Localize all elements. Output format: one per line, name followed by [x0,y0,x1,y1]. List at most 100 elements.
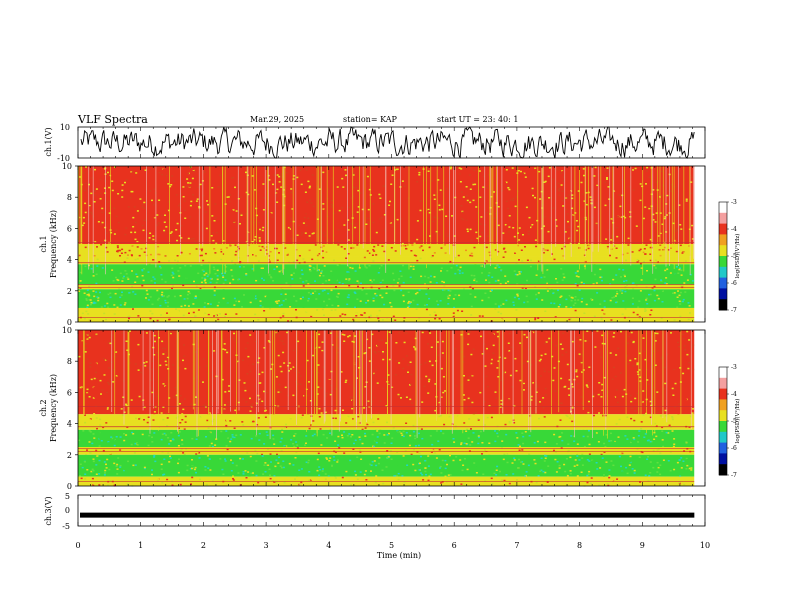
spec-pixel [365,193,368,195]
spec-pixel [108,175,111,177]
spec-pixel [275,247,278,250]
spec-pixel [350,223,353,225]
spec-pixel [314,170,316,172]
spec-streak [574,166,576,253]
spec-pixel [383,229,386,231]
spec-pixel [143,363,146,366]
spec-pixel [194,347,197,350]
spec-pixel [551,253,553,255]
spec-pixel [520,318,523,320]
spec-pixel [290,217,293,220]
spec-pixel [407,371,409,373]
spec-pixel [326,394,329,396]
spec-pixel [214,186,217,188]
spec-pixel [399,409,402,412]
spec-pixel [119,296,122,299]
spec-pixel [527,230,530,233]
spec-pixel [423,385,426,388]
spec-pixel [604,228,607,231]
spec-pixel [634,400,636,403]
spec-pixel [542,347,544,349]
spec-pixel [305,280,308,282]
spec-pixel [542,309,545,312]
spec-pixel [264,409,267,412]
spec-pixel [268,274,271,276]
spec-pixel [440,382,442,385]
spec-streak [501,166,503,245]
spec-pixel [251,175,254,177]
spec-pixel [536,386,539,388]
spec-pixel [298,198,300,201]
spec-pixel [526,311,529,314]
spec-pixel [160,193,163,196]
spec-pixel [115,351,118,353]
spec-pixel [380,216,383,219]
spec-pixel [336,186,339,188]
spec-pixel [467,379,470,381]
spec-pixel [434,383,437,385]
spec-pixel [580,360,583,363]
spec-pixel [258,239,261,242]
spec-pixel [412,179,415,182]
spec-pixel [679,408,682,410]
spec-pixel [394,345,397,347]
spec-pixel [288,261,291,264]
spec-pixel [534,239,537,241]
spec-pixel [343,354,346,357]
spec-pixel [158,213,161,215]
spec-pixel [642,236,645,239]
spec-pixel [396,229,399,232]
spec-pixel [294,388,297,391]
spec-pixel [97,299,100,302]
spec-pixel [468,174,471,176]
spec-pixel [226,349,229,352]
spec-pixel [618,268,621,271]
spec-pixel [268,412,271,415]
spec-pixel [523,333,526,336]
spec-pixel [441,355,444,358]
spec-pixel [426,237,429,240]
spec-pixel [615,190,618,192]
spec-pixel [134,252,136,255]
spec-pixel [622,300,625,302]
spec-pixel [218,313,221,315]
spec-pixel [390,207,393,209]
spec-pixel [542,330,545,332]
spec-pixel [147,271,150,273]
spec-pixel [493,219,496,221]
spec-pixel [647,409,650,412]
spec-pixel [263,390,265,393]
spec-pixel [226,405,229,407]
spec-pixel [258,221,261,224]
spec-pixel [642,217,645,220]
spec-pixel [258,240,261,243]
spec-pixel [114,292,117,295]
spec-pixel [520,271,522,273]
spec-pixel [500,379,502,382]
spec-pixel [163,221,166,223]
spec-pixel [626,312,629,314]
spec-pixel [514,203,517,206]
spec-pixel [547,371,550,373]
spec-pixel [212,232,215,234]
spec-pixel [152,238,155,241]
spec-pixel [379,187,382,189]
spec-pixel [225,190,228,193]
spec-pixel [100,306,103,308]
spec-pixel [486,180,489,182]
spec-pixel [138,395,141,398]
spec-pixel [431,258,434,260]
spec-pixel [423,304,426,306]
spec-pixel [335,390,337,393]
spec-pixel [243,189,246,191]
spec-pixel [318,293,321,295]
spec-pixel [151,303,154,306]
spec-pixel [164,214,166,216]
spec-pixel [131,285,134,288]
spec-pixel [670,282,673,285]
spec-pixel [426,168,428,170]
spec-pixel [271,168,274,170]
spec-pixel [145,332,148,334]
spec-pixel [84,376,86,378]
spec-pixel [161,173,164,176]
